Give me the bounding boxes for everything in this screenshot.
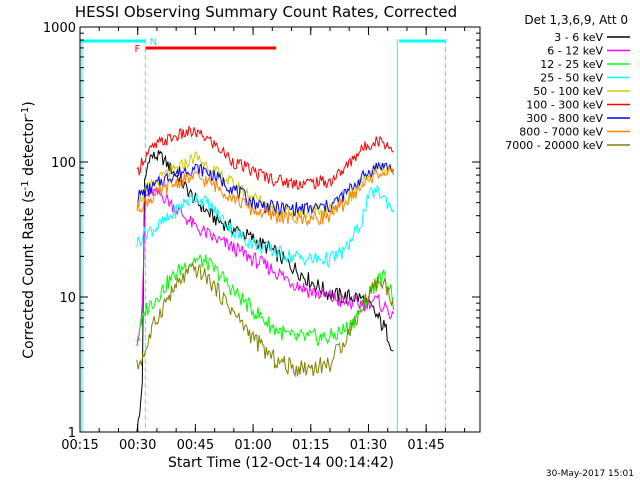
legend-title: Det 1,3,6,9, Att 0	[524, 13, 628, 27]
x-axis-label: Start Time (12-Oct-14 00:14:42)	[168, 455, 394, 471]
legend-label: 25 - 50 keV	[540, 72, 603, 85]
x-tick-label: 00:45	[177, 438, 214, 453]
legend-label: 3 - 6 keV	[554, 31, 603, 44]
x-tick-label: 00:15	[61, 438, 98, 453]
y-tick-label: 10	[59, 291, 76, 306]
series-line	[136, 149, 394, 433]
series-line	[136, 186, 394, 347]
x-tick-label: 01:30	[350, 438, 387, 453]
legend-label: 7000 - 20000 keV	[505, 139, 603, 152]
flag-label: N	[150, 37, 157, 48]
legend-label: 100 - 300 keV	[526, 99, 603, 112]
series-line	[136, 253, 394, 347]
series-line	[136, 185, 394, 268]
legend-label: 800 - 7000 keV	[519, 126, 603, 139]
series-line	[136, 165, 394, 227]
axes	[79, 26, 481, 433]
x-tick-label: 01:15	[292, 438, 329, 453]
series-line	[136, 262, 394, 378]
y-tick-label: 1000	[43, 21, 76, 36]
y-ticks: 1 10 100 1000	[43, 21, 480, 441]
legend-label: 6 - 12 keV	[547, 45, 603, 58]
y-axis-label: Corrected Count Rate (s-1 detector-1)	[20, 101, 37, 358]
chart-title: HESSI Observing Summary Count Rates, Cor…	[75, 3, 457, 21]
vertical-markers	[81, 39, 446, 432]
x-ticks: 00:15 00:30 00:45 01:00 01:15 01:30 01:45	[61, 27, 466, 453]
flag-label: F	[135, 44, 141, 55]
date-stamp: 30-May-2017 15:01	[546, 469, 634, 479]
y-tick-label: 100	[51, 156, 76, 171]
legend-label: 300 - 800 keV	[526, 112, 603, 125]
series-line	[136, 125, 394, 190]
data-series	[136, 125, 394, 433]
series-line	[136, 161, 394, 218]
legend-label: 12 - 25 keV	[540, 58, 603, 71]
y-tick-label: 1	[68, 426, 76, 441]
legend-label: 50 - 100 keV	[533, 85, 603, 98]
x-tick-label: 01:00	[234, 438, 271, 453]
x-tick-label: 01:45	[407, 438, 444, 453]
x-tick-label: 00:30	[119, 438, 156, 453]
spacecraft-flags: NF	[80, 37, 446, 55]
plot-frame	[79, 26, 481, 433]
